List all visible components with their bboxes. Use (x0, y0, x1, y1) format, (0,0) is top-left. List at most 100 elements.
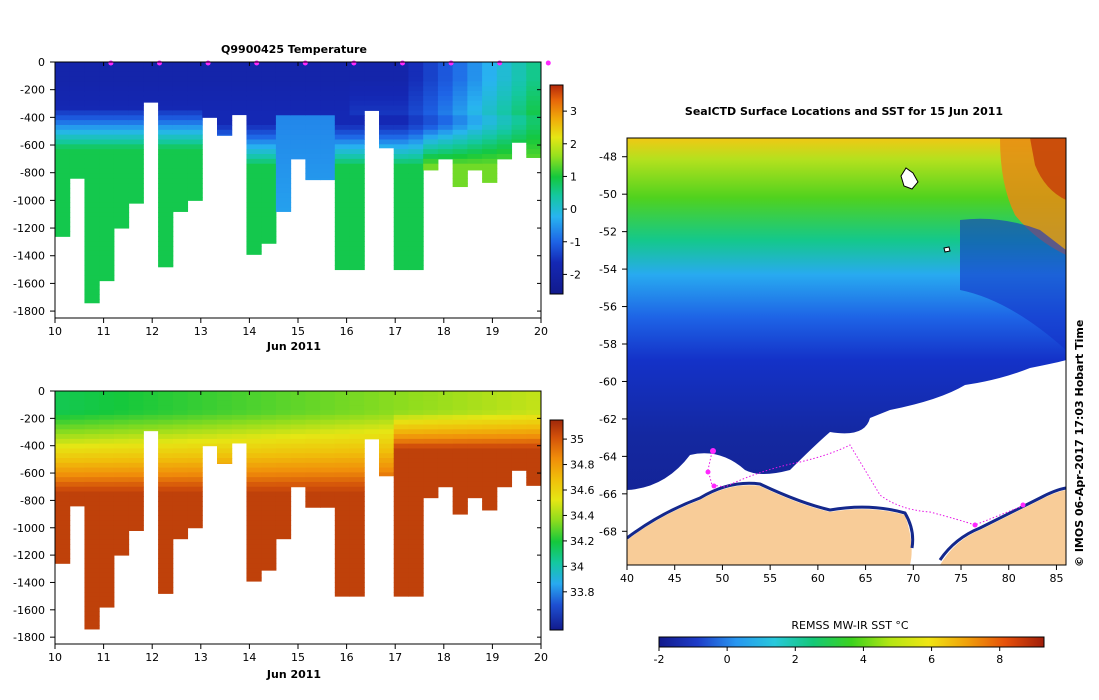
temperature-cell (364, 100, 380, 107)
temperature-cell (379, 144, 395, 149)
temperature-cell (217, 129, 233, 136)
salinity-cell (99, 453, 115, 459)
salinity-cell (408, 438, 424, 445)
salinity-cell (275, 477, 292, 483)
salinity-cell (379, 429, 395, 435)
salinity-cell (408, 558, 424, 564)
salinity-cell (334, 424, 351, 430)
temperature-cell (158, 207, 174, 213)
salinity-cell (349, 529, 365, 536)
temperature-cell (408, 212, 424, 218)
salinity-cell (158, 505, 174, 512)
temperature-cell (246, 178, 262, 184)
salinity-cell (467, 453, 483, 459)
salinity-cell (261, 405, 277, 411)
temperature-cell (246, 134, 262, 140)
temperature-cell (408, 110, 424, 116)
salinity-cell (275, 434, 292, 440)
salinity-cell (526, 429, 542, 435)
temperature-cell (143, 66, 159, 73)
temperature-cell (246, 197, 262, 203)
salinity-cell (55, 496, 71, 502)
salinity-cell (84, 525, 100, 531)
temperature-cell (320, 120, 336, 126)
temperature-cell (55, 100, 71, 107)
temperature-cell (393, 105, 409, 111)
temperature-cell (393, 265, 409, 271)
temperature-cell (99, 154, 115, 160)
salinity-cell (482, 405, 498, 411)
temperature-cell (408, 202, 424, 208)
salinity-cell (84, 544, 100, 550)
salinity-cell (55, 424, 71, 430)
temperature-cell (84, 275, 100, 281)
temperature-cell (275, 183, 292, 189)
salinity-cell (334, 419, 351, 426)
salinity-cell (423, 395, 439, 402)
temperature-cell (261, 158, 277, 165)
salinity-cell (334, 505, 351, 512)
salinity-cell (99, 472, 115, 478)
temperature-cell (349, 216, 365, 223)
salinity-cell (113, 453, 130, 459)
salinity-cell (69, 405, 85, 411)
temperature-cell (349, 62, 365, 68)
temperature-cell (364, 105, 380, 111)
salinity-cell (113, 525, 130, 531)
salinity-cell (408, 434, 424, 440)
temperature-cell (261, 163, 277, 170)
temperature-cell (172, 158, 189, 165)
temperature-cell (55, 76, 71, 82)
temperature-cell (393, 226, 409, 233)
temperature-cell (55, 115, 71, 121)
y-tick-label: -1000 (13, 522, 45, 535)
temperature-cell (158, 115, 174, 121)
y-tick-label: -400 (20, 440, 45, 453)
salinity-cell (55, 419, 71, 426)
salinity-cell (172, 501, 189, 507)
temperature-cell (393, 95, 409, 102)
temperature-cell (128, 139, 144, 145)
salinity-cell (69, 501, 85, 507)
temperature-cell (408, 173, 424, 179)
salinity-cell (69, 477, 85, 483)
salinity-cell (334, 458, 351, 464)
salinity-cell (246, 563, 262, 569)
temperature-cell (202, 110, 218, 116)
salinity-cell (305, 477, 321, 483)
temperature-cell (113, 100, 130, 107)
salinity-cell (99, 582, 115, 588)
temperature-cell (437, 86, 454, 92)
temperature-cell (69, 86, 85, 92)
temperature-cell (423, 71, 439, 78)
salinity-cell (55, 467, 71, 473)
temperature-cell (187, 95, 203, 102)
temperature-cell (423, 66, 439, 73)
salinity-cell (246, 472, 262, 478)
salinity-cell (84, 414, 100, 421)
salinity-cell (113, 438, 130, 445)
temperature-cell (379, 86, 395, 92)
map-y-tick-label: -66 (599, 488, 617, 501)
temperature-cell (84, 236, 100, 242)
temperature-cell (275, 115, 292, 121)
temperature-cell (364, 91, 380, 97)
temperature-cell (84, 168, 100, 174)
temperature-cell (172, 62, 189, 68)
temperature-cell (437, 105, 454, 111)
salinity-cell (246, 529, 262, 536)
antarctic-continent (627, 485, 912, 565)
temperature-cell (261, 144, 277, 150)
temperature-cell (113, 115, 130, 121)
temperature-cell (320, 81, 336, 87)
temperature-cell (364, 71, 380, 78)
salinity-cell (305, 391, 321, 397)
salinity-cell (408, 472, 424, 478)
temperature-cell (334, 129, 351, 136)
temperature-cell (172, 139, 189, 145)
salinity-cell (305, 501, 321, 507)
salinity-cell (334, 568, 351, 574)
temperature-cell (349, 134, 365, 140)
temperature-cell (349, 212, 365, 218)
temperature-cell (187, 76, 203, 82)
